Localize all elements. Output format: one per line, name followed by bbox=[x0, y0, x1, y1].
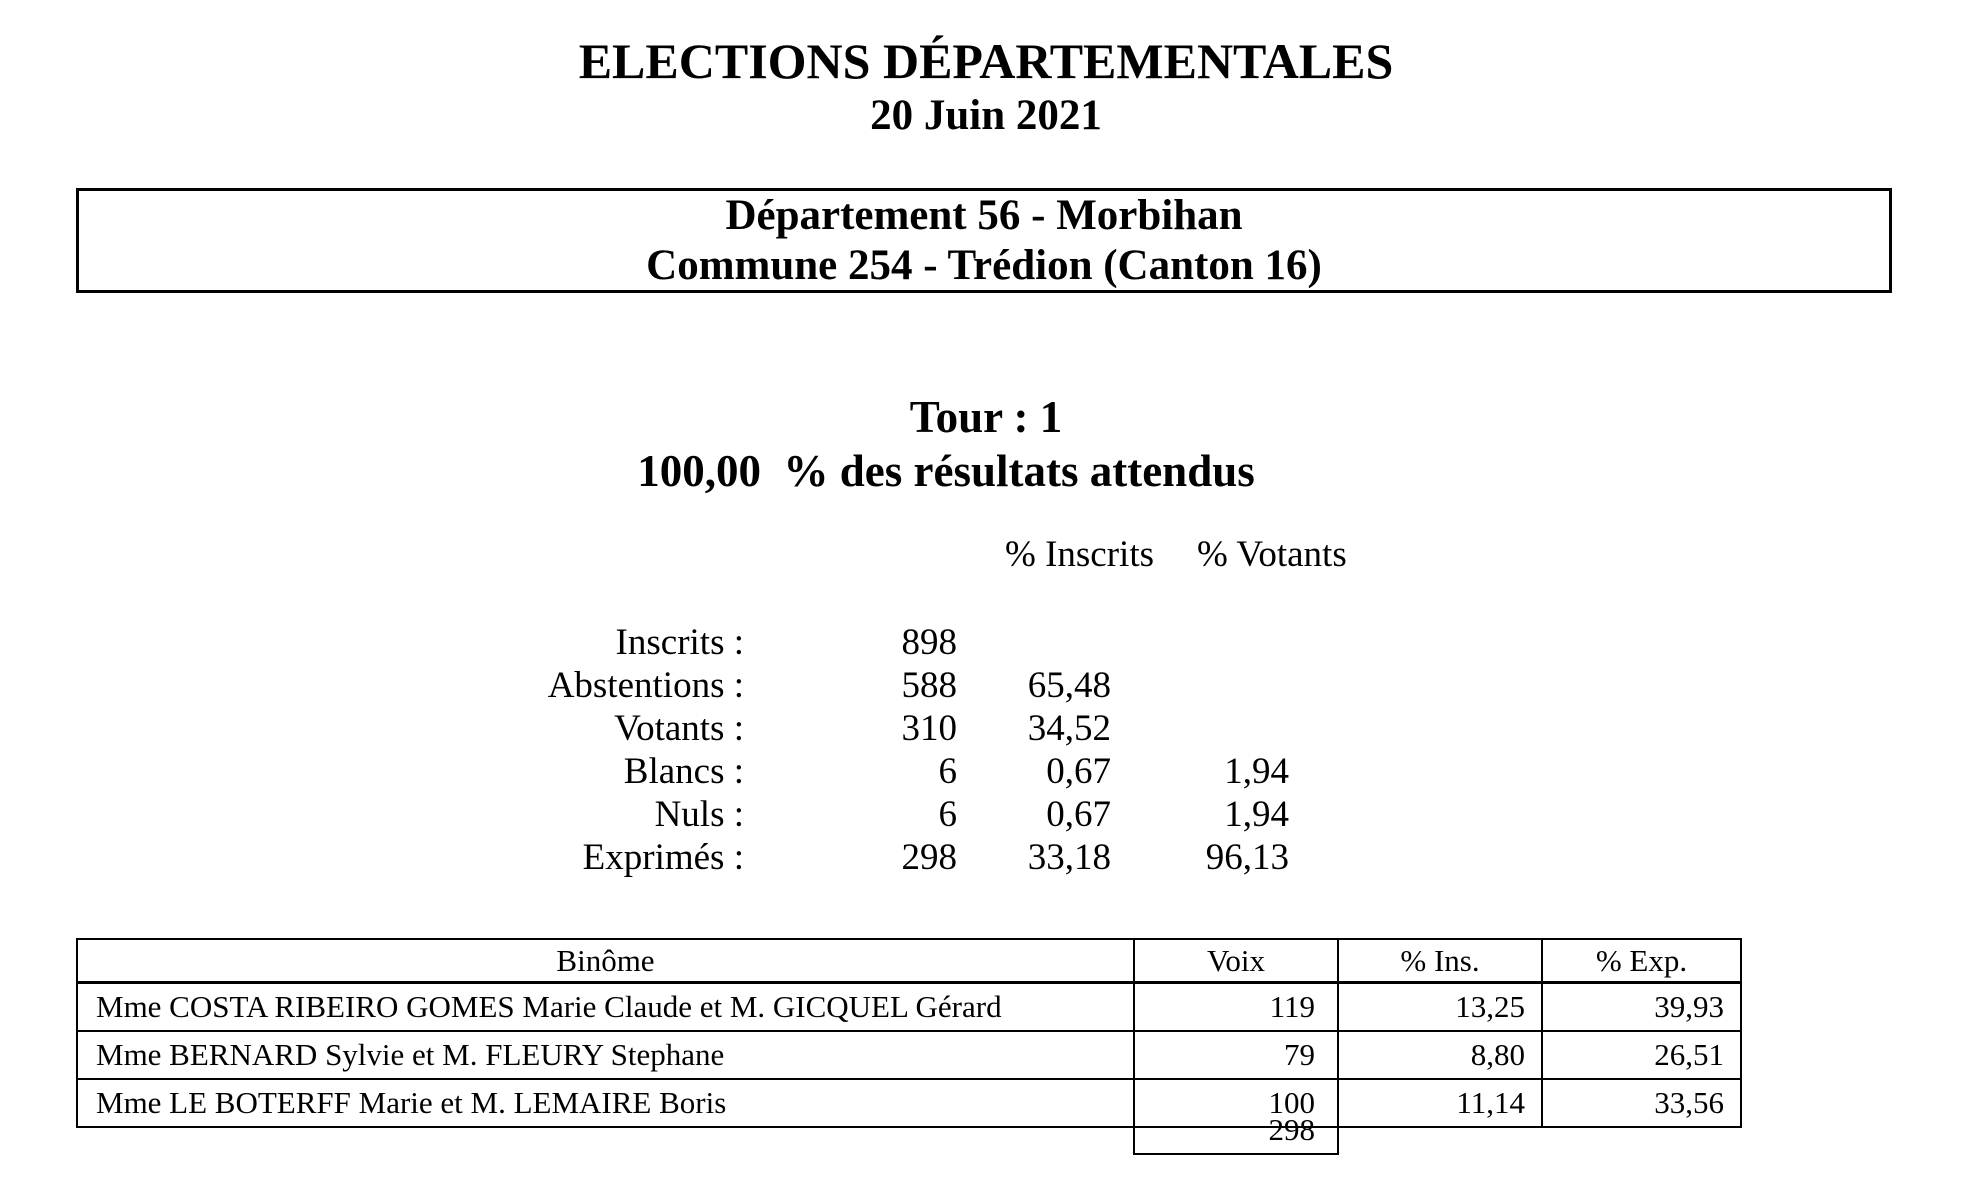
total-voix-box: 298 bbox=[1133, 1111, 1339, 1155]
voix-cell: 79 bbox=[1133, 1030, 1339, 1080]
pct-exp-cell: 33,56 bbox=[1541, 1078, 1742, 1128]
stats-pct-votants: 1,94 bbox=[1224, 751, 1289, 792]
stats-pct-votants bbox=[1111, 707, 1289, 750]
col-header-pct-ins: % Ins. bbox=[1337, 938, 1543, 984]
stats-label: Nuls : bbox=[654, 794, 744, 835]
stats-header-pct-votants: % Votants bbox=[1197, 534, 1347, 575]
stats-pct-inscrits: 0,67 bbox=[1046, 751, 1111, 792]
stats-label: Inscrits : bbox=[615, 622, 744, 663]
stats-pct-inscrits: 33,18 bbox=[1027, 837, 1111, 878]
page-title: ELECTIONS DÉPARTEMENTALES bbox=[578, 33, 1394, 89]
stats-pct-inscrits: 0,67 bbox=[1046, 794, 1111, 835]
election-date: 20 Juin 2021 bbox=[870, 92, 1102, 139]
stats-pct-inscrits: 34,52 bbox=[1027, 708, 1111, 749]
stats-pct-inscrits bbox=[957, 621, 1111, 664]
results-progress: 100,00 % des résultats attendus bbox=[637, 446, 1255, 496]
stats-value: 898 bbox=[901, 622, 958, 663]
stats-value: 6 bbox=[938, 794, 958, 835]
stats-value: 6 bbox=[938, 751, 958, 792]
pct-ins-cell: 13,25 bbox=[1337, 981, 1543, 1032]
stats-value: 310 bbox=[901, 708, 958, 749]
col-header-binome: Binôme bbox=[76, 938, 1135, 984]
stats-pct-votants bbox=[1111, 664, 1289, 707]
location-box: Département 56 - Morbihan Commune 254 - … bbox=[76, 188, 1892, 293]
table-header-row: Binôme Voix % Ins. % Exp. bbox=[76, 938, 1742, 984]
departement-line: Département 56 - Morbihan bbox=[725, 191, 1243, 239]
tour-block: Tour : 1 100,00 % des résultats attendus bbox=[0, 390, 1972, 498]
binome-cell: Mme COSTA RIBEIRO GOMES Marie Claude et … bbox=[76, 981, 1135, 1032]
results-table: Binôme Voix % Ins. % Exp. Mme COSTA RIBE… bbox=[76, 938, 1742, 1128]
binome-cell: Mme BERNARD Sylvie et M. FLEURY Stephane bbox=[76, 1030, 1135, 1080]
stats-pct-votants bbox=[1111, 621, 1289, 664]
stats-label: Abstentions : bbox=[547, 665, 744, 706]
stats-value: 588 bbox=[901, 665, 958, 706]
participation-stats: Inscrits : 898 Abstentions : 588 65,48 V… bbox=[0, 621, 1289, 879]
tour-number: Tour : 1 bbox=[909, 392, 1063, 442]
stats-pct-votants: 1,94 bbox=[1224, 794, 1289, 835]
stats-label: Votants : bbox=[614, 708, 744, 749]
table-row: Mme LE BOTERFF Marie et M. LEMAIRE Boris… bbox=[76, 1078, 1742, 1128]
stats-label: Blancs : bbox=[623, 751, 744, 792]
stats-label: Exprimés : bbox=[582, 837, 744, 878]
voix-cell: 119 bbox=[1133, 981, 1339, 1032]
stats-value: 298 bbox=[901, 837, 958, 878]
pct-ins-cell: 11,14 bbox=[1337, 1078, 1543, 1128]
stats-header-pct-inscrits: % Inscrits bbox=[1005, 534, 1154, 575]
pct-exp-cell: 26,51 bbox=[1541, 1030, 1742, 1080]
pct-exp-cell: 39,93 bbox=[1541, 981, 1742, 1032]
voix-cell: 100 bbox=[1133, 1078, 1339, 1128]
commune-line: Commune 254 - Trédion (Canton 16) bbox=[646, 241, 1322, 289]
col-header-pct-exp: % Exp. bbox=[1541, 938, 1742, 984]
binome-cell: Mme LE BOTERFF Marie et M. LEMAIRE Boris bbox=[76, 1078, 1135, 1128]
table-row: Mme BERNARD Sylvie et M. FLEURY Stephane… bbox=[76, 1030, 1742, 1080]
document-header: ELECTIONS DÉPARTEMENTALES 20 Juin 2021 bbox=[0, 30, 1972, 140]
pct-ins-cell: 8,80 bbox=[1337, 1030, 1543, 1080]
stats-pct-votants: 96,13 bbox=[1205, 837, 1289, 878]
stats-pct-inscrits: 65,48 bbox=[1027, 665, 1111, 706]
col-header-voix: Voix bbox=[1133, 938, 1339, 984]
table-row: Mme COSTA RIBEIRO GOMES Marie Claude et … bbox=[76, 981, 1742, 1032]
